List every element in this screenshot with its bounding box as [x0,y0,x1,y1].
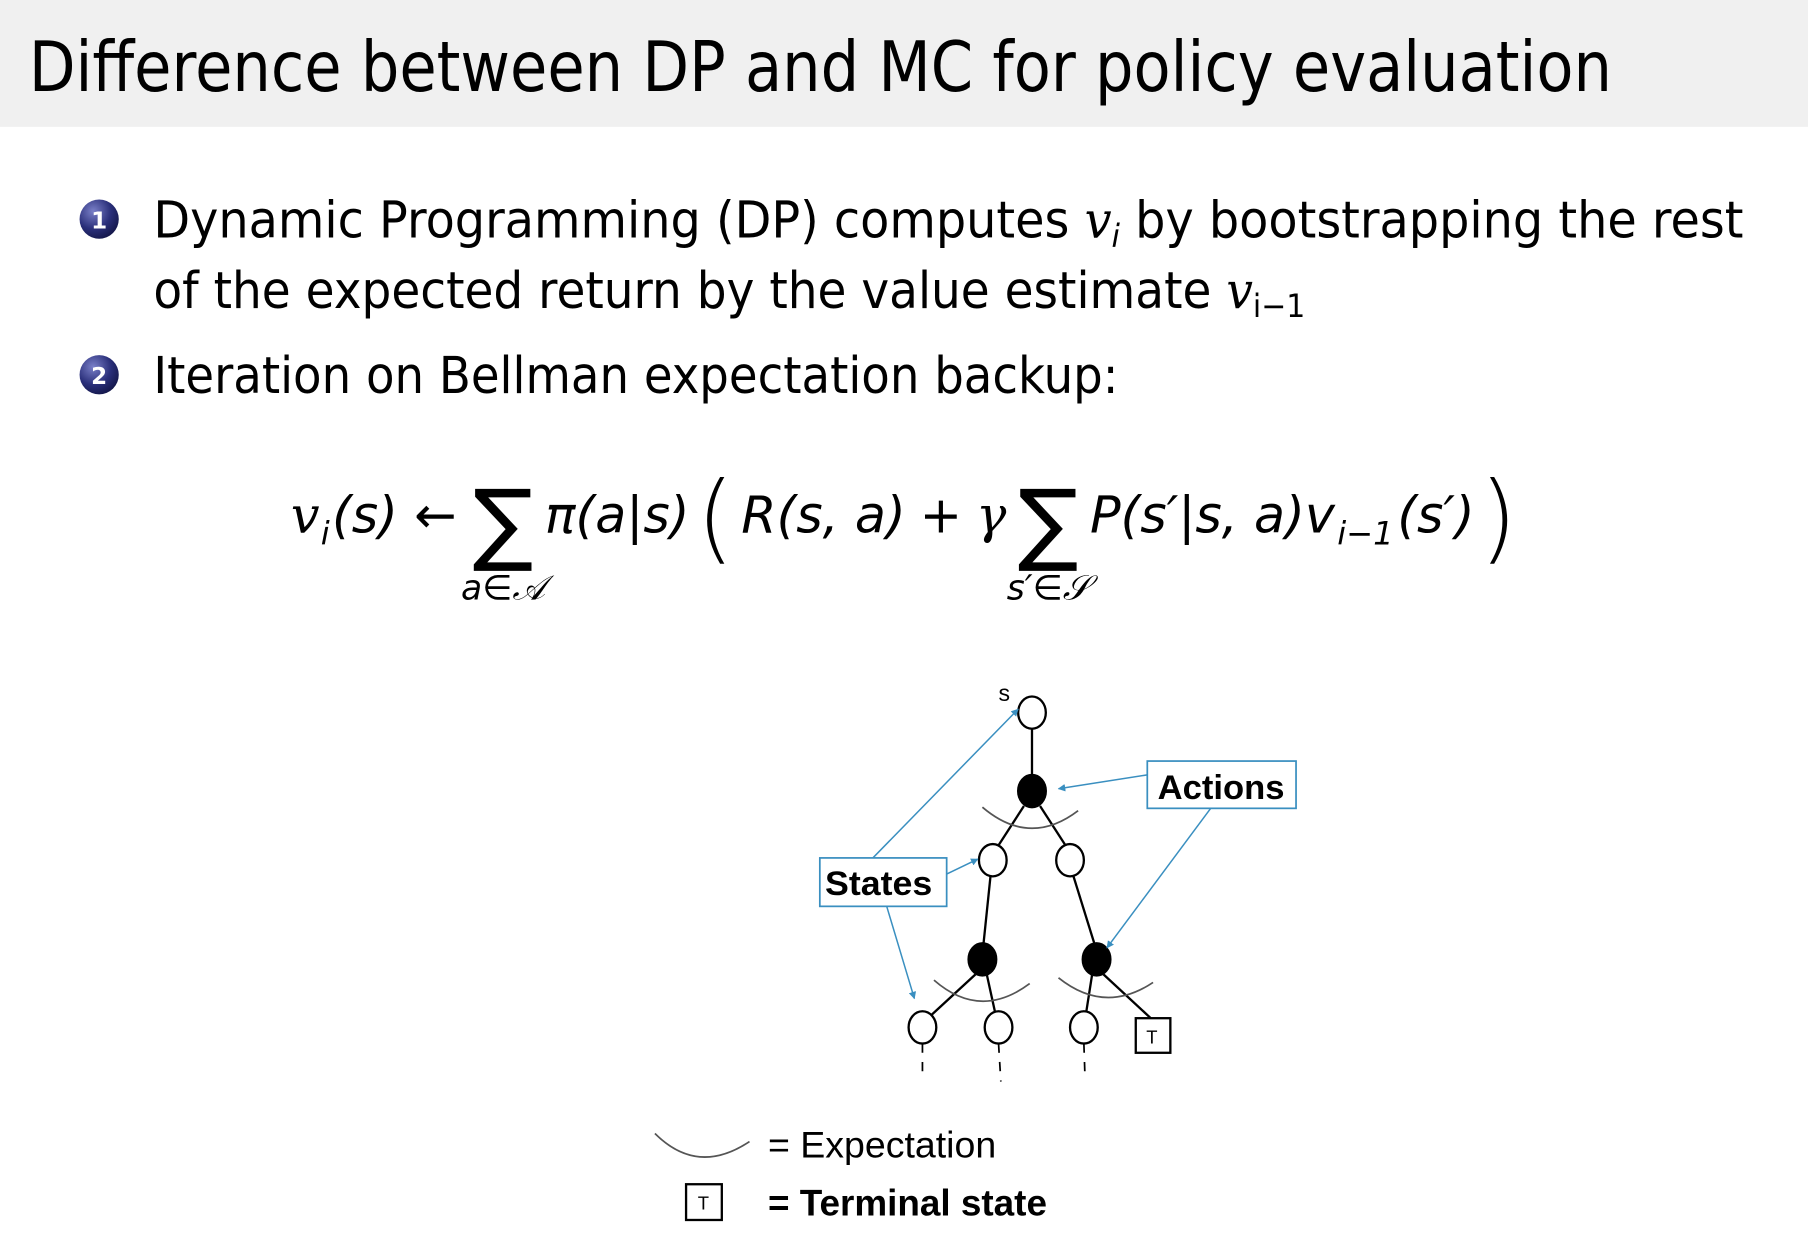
formula-sum-1-index: a∈𝒜 [461,569,554,609]
bullet-1-marker [79,199,119,239]
legend: = Expectation T = Terminal state [654,1125,1047,1223]
formula-transition: P(s′|s, a)v [1090,486,1336,546]
backup-tree-diagram [907,695,1172,1082]
action-node [1081,942,1112,977]
formula-lhs: v [291,486,320,545]
formula-open-paren: ( [697,461,735,574]
terminal-state-icon [684,1183,723,1222]
bullet-1-line-2: of the expected return by the value esti… [153,261,1305,325]
states-callout-box [818,857,948,908]
state-node [907,1010,938,1045]
formula-v-sub: i−1 [1337,514,1394,552]
legend-terminal: = Terminal state [768,1182,1047,1223]
bullet-2-number: 2 [91,364,107,390]
bullet-1: 1 Dynamic Programming (DP) computes vi b… [79,191,1743,325]
formula-plus: + [920,486,963,545]
action-node [1017,773,1047,809]
formula-lhs-sub: i [321,514,330,552]
formula-gamma: γ [976,486,1007,545]
formula-close-paren: ) [1479,461,1517,574]
formula-v-arg: (s′) [1397,486,1475,545]
expectation-arc-icon [654,1132,750,1158]
formula-arrow: ← [414,486,456,545]
states-label: States [825,865,932,903]
legend-expectation: = Expectation [768,1125,996,1166]
callout-arrows [872,708,1212,1000]
bullet-2-marker [79,355,119,395]
state-node [1055,842,1086,878]
state-node [977,842,1008,878]
actions-label: Actions [1158,769,1285,807]
bullet-2: 2 Iteration on Bellman expectation backu… [79,346,1118,405]
action-node [967,942,998,977]
formula-sum-2: ∑ [1018,472,1079,576]
bullet-1-line-1: Dynamic Programming (DP) computes vi by … [153,191,1743,255]
formula-lhs-arg: (s) [332,486,398,545]
legend-terminal-symbol: T [698,1193,709,1214]
header-bar [0,0,1808,127]
state-node-root [1017,695,1047,730]
bullet-1-number: 1 [91,208,107,234]
formula-sum-2-index: s′∈𝒮 [1007,569,1099,609]
expectation-arcs [933,806,1154,1003]
formula-sum-1: ∑ [473,472,534,576]
state-node [983,1010,1014,1045]
bullet-2-text: Iteration on Bellman expectation backup: [153,346,1118,405]
formula-policy: π(a|s) [545,486,690,546]
terminal-node-label: T [1146,1027,1157,1048]
formula-reward: R(s, a) [741,486,906,545]
bellman-formula: v i (s) ← ∑ π(a|s) ( R(s, a) + γ ∑ P(s′|… [291,461,1517,608]
root-state-label: s [999,680,1011,706]
actions-callout-box [1146,760,1297,810]
state-node [1068,1010,1099,1045]
terminal-state-node [1134,1017,1172,1054]
slide-title: Difference between DP and MC for policy … [29,28,1612,108]
